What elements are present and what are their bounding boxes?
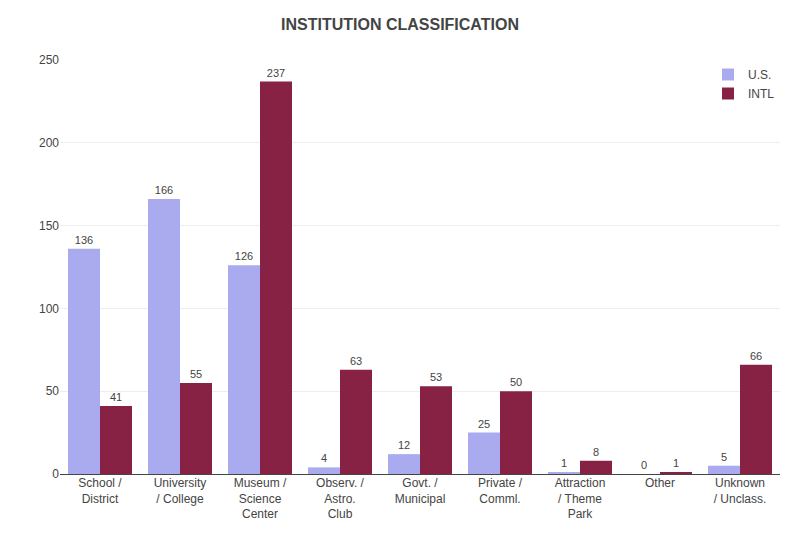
svg-text:Unknown/ Unclass.: Unknown/ Unclass. — [714, 476, 767, 506]
svg-text:1: 1 — [561, 457, 567, 469]
svg-text:Observ. /Astro.Club: Observ. /Astro.Club — [316, 476, 364, 521]
svg-text:25: 25 — [478, 418, 490, 430]
svg-text:50: 50 — [510, 376, 522, 388]
svg-text:4: 4 — [321, 452, 327, 464]
svg-text:66: 66 — [750, 350, 762, 362]
svg-text:Attraction/ ThemePark: Attraction/ ThemePark — [555, 476, 606, 521]
svg-text:8: 8 — [593, 446, 599, 458]
svg-text:12: 12 — [398, 439, 410, 451]
svg-text:INSTITUTION CLASSIFICATION: INSTITUTION CLASSIFICATION — [281, 16, 519, 33]
svg-text:Other: Other — [645, 476, 675, 490]
svg-text:Govt. /Municipal: Govt. /Municipal — [395, 476, 446, 506]
svg-text:200: 200 — [39, 136, 59, 150]
svg-text:136: 136 — [75, 234, 93, 246]
svg-text:150: 150 — [39, 219, 59, 233]
svg-text:53: 53 — [430, 371, 442, 383]
svg-text:55: 55 — [190, 368, 202, 380]
svg-text:166: 166 — [155, 184, 173, 196]
svg-text:1: 1 — [673, 457, 679, 469]
svg-text:Private /Comml.: Private /Comml. — [478, 476, 523, 506]
svg-text:100: 100 — [39, 302, 59, 316]
svg-text:0: 0 — [641, 459, 647, 471]
svg-text:126: 126 — [235, 250, 253, 262]
svg-text:5: 5 — [721, 451, 727, 463]
svg-text:University/ College: University/ College — [154, 476, 207, 506]
svg-text:250: 250 — [39, 53, 59, 67]
svg-text:50: 50 — [46, 384, 60, 398]
svg-text:0: 0 — [52, 467, 59, 481]
svg-text:Museum /ScienceCenter: Museum /ScienceCenter — [234, 476, 287, 521]
svg-text:INTL: INTL — [748, 87, 774, 101]
svg-text:U.S.: U.S. — [748, 68, 771, 82]
svg-text:School /District: School /District — [78, 476, 122, 506]
svg-text:63: 63 — [350, 355, 362, 367]
svg-text:41: 41 — [110, 391, 122, 403]
svg-text:237: 237 — [267, 67, 285, 79]
